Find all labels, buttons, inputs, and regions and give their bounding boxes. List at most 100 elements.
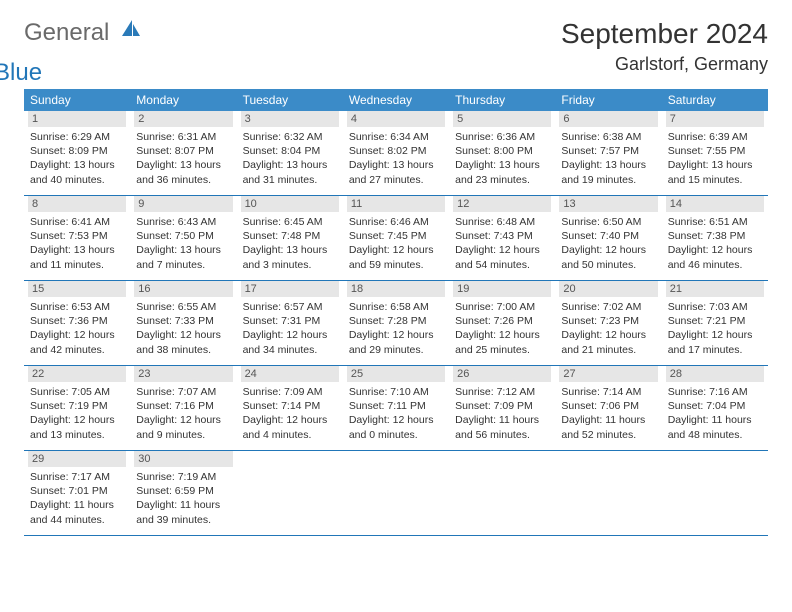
- day-number: 8: [28, 196, 126, 212]
- day-header: Saturday: [662, 89, 768, 111]
- day-header-row: SundayMondayTuesdayWednesdayThursdayFrid…: [24, 89, 768, 111]
- day-header: Wednesday: [343, 89, 449, 111]
- location-label: Garlstorf, Germany: [561, 54, 768, 75]
- sunrise-text: Sunrise: 6:53 AM: [30, 300, 124, 314]
- day-details: Sunrise: 6:57 AMSunset: 7:31 PMDaylight:…: [241, 300, 339, 357]
- day-number: 1: [28, 111, 126, 127]
- day-number: 2: [134, 111, 232, 127]
- empty-cell: [237, 451, 343, 535]
- day-cell: 25Sunrise: 7:10 AMSunset: 7:11 PMDayligh…: [343, 366, 449, 450]
- sunset-text: Sunset: 7:53 PM: [30, 229, 124, 243]
- sunset-text: Sunset: 8:09 PM: [30, 144, 124, 158]
- day-details: Sunrise: 7:14 AMSunset: 7:06 PMDaylight:…: [559, 385, 657, 442]
- day-details: Sunrise: 7:07 AMSunset: 7:16 PMDaylight:…: [134, 385, 232, 442]
- daylight-text: Daylight: 13 hours and 19 minutes.: [561, 158, 655, 186]
- sunrise-text: Sunrise: 7:19 AM: [136, 470, 230, 484]
- daylight-text: Daylight: 12 hours and 59 minutes.: [349, 243, 443, 271]
- day-cell: 15 Sunrise: 6:53 AMSunset: 7:36 PMDayligh…: [24, 281, 130, 365]
- day-details: Sunrise: 7:00 AMSunset: 7:26 PMDaylight:…: [453, 300, 551, 357]
- day-cell: 30Sunrise: 7:19 AMSunset: 6:59 PMDayligh…: [130, 451, 236, 535]
- week-row: 15Sunrise: 6:53 AMSunset: 7:36 PMDayligh…: [24, 281, 768, 366]
- daylight-text: Daylight: 11 hours and 44 minutes.: [30, 498, 124, 526]
- day-details: Sunrise: 6:43 AMSunset: 7:50 PMDaylight:…: [134, 215, 232, 272]
- daylight-text: Daylight: 12 hours and 21 minutes.: [561, 328, 655, 356]
- day-cell: 19Sunrise: 7:00 AMSunset: 7:26 PMDayligh…: [449, 281, 555, 365]
- day-details: Sunrise: 6:45 AMSunset: 7:48 PMDaylight:…: [241, 215, 339, 272]
- daylight-text: Daylight: 13 hours and 23 minutes.: [455, 158, 549, 186]
- sunrise-text: Sunrise: 6:46 AM: [349, 215, 443, 229]
- day-number: 21: [666, 281, 764, 297]
- day-cell: 4Sunrise: 6:34 AMSunset: 8:02 PMDaylight…: [343, 111, 449, 195]
- day-details: Sunrise: 6:50 AMSunset: 7:40 PMDaylight:…: [559, 215, 657, 272]
- day-cell: 17 Sunrise: 6:57 AMSunset: 7:31 PMDayligh…: [237, 281, 343, 365]
- header: General Blue September 2024 Garlstorf, G…: [0, 0, 792, 83]
- sunrise-text: Sunrise: 7:07 AM: [136, 385, 230, 399]
- week-row: 1Sunrise: 6:29 AMSunset: 8:09 PMDaylight…: [24, 111, 768, 196]
- sunset-text: Sunset: 8:04 PM: [243, 144, 337, 158]
- sunset-text: Sunset: 7:19 PM: [30, 399, 124, 413]
- sunset-text: Sunset: 7:50 PM: [136, 229, 230, 243]
- daylight-text: Daylight: 12 hours and 42 minutes.: [30, 328, 124, 356]
- day-cell: 6Sunrise: 6:38 AMSunset: 7:57 PMDaylight…: [555, 111, 661, 195]
- sunrise-text: Sunrise: 7:05 AM: [30, 385, 124, 399]
- day-number: 17: [241, 281, 339, 297]
- daylight-text: Daylight: 11 hours and 56 minutes.: [455, 413, 549, 441]
- sunrise-text: Sunrise: 7:03 AM: [668, 300, 762, 314]
- day-cell: 20Sunrise: 7:02 AMSunset: 7:23 PMDayligh…: [555, 281, 661, 365]
- day-details: Sunrise: 6:53 AMSunset: 7:36 PMDaylight:…: [28, 300, 126, 357]
- sunrise-text: Sunrise: 6:32 AM: [243, 130, 337, 144]
- sunset-text: Sunset: 7:11 PM: [349, 399, 443, 413]
- sunrise-text: Sunrise: 7:12 AM: [455, 385, 549, 399]
- day-cell: 28Sunrise: 7:16 AMSunset: 7:04 PMDayligh…: [662, 366, 768, 450]
- sunset-text: Sunset: 6:59 PM: [136, 484, 230, 498]
- sunrise-text: Sunrise: 6:57 AM: [243, 300, 337, 314]
- day-number: 24: [241, 366, 339, 382]
- daylight-text: Daylight: 12 hours and 13 minutes.: [30, 413, 124, 441]
- logo: General Blue: [24, 18, 142, 75]
- day-cell: 26Sunrise: 7:12 AMSunset: 7:09 PMDayligh…: [449, 366, 555, 450]
- day-details: Sunrise: 7:03 AMSunset: 7:21 PMDaylight:…: [666, 300, 764, 357]
- daylight-text: Daylight: 11 hours and 39 minutes.: [136, 498, 230, 526]
- daylight-text: Daylight: 13 hours and 27 minutes.: [349, 158, 443, 186]
- day-number: 12: [453, 196, 551, 212]
- sunset-text: Sunset: 7:57 PM: [561, 144, 655, 158]
- sunrise-text: Sunrise: 7:10 AM: [349, 385, 443, 399]
- day-cell: 29Sunrise: 7:17 AMSunset: 7:01 PMDayligh…: [24, 451, 130, 535]
- sunrise-text: Sunrise: 6:36 AM: [455, 130, 549, 144]
- page-title: September 2024: [561, 18, 768, 50]
- day-number: 20: [559, 281, 657, 297]
- sunrise-text: Sunrise: 6:43 AM: [136, 215, 230, 229]
- day-cell: 22Sunrise: 7:05 AMSunset: 7:19 PMDayligh…: [24, 366, 130, 450]
- day-cell: 7Sunrise: 6:39 AMSunset: 7:55 PMDaylight…: [662, 111, 768, 195]
- day-number: 6: [559, 111, 657, 127]
- day-cell: 3Sunrise: 6:32 AMSunset: 8:04 PMDaylight…: [237, 111, 343, 195]
- day-details: Sunrise: 7:17 AMSunset: 7:01 PMDaylight:…: [28, 470, 126, 527]
- week-row: 29Sunrise: 7:17 AMSunset: 7:01 PMDayligh…: [24, 451, 768, 536]
- sunset-text: Sunset: 7:04 PM: [668, 399, 762, 413]
- sunset-text: Sunset: 7:36 PM: [30, 314, 124, 328]
- sunset-text: Sunset: 8:07 PM: [136, 144, 230, 158]
- day-details: Sunrise: 6:36 AMSunset: 8:00 PMDaylight:…: [453, 130, 551, 187]
- sunset-text: Sunset: 7:48 PM: [243, 229, 337, 243]
- daylight-text: Daylight: 12 hours and 29 minutes.: [349, 328, 443, 356]
- daylight-text: Daylight: 12 hours and 4 minutes.: [243, 413, 337, 441]
- sunrise-text: Sunrise: 6:45 AM: [243, 215, 337, 229]
- empty-cell: [662, 451, 768, 535]
- sunrise-text: Sunrise: 6:48 AM: [455, 215, 549, 229]
- sunset-text: Sunset: 7:28 PM: [349, 314, 443, 328]
- sunset-text: Sunset: 7:14 PM: [243, 399, 337, 413]
- day-details: Sunrise: 7:09 AMSunset: 7:14 PMDaylight:…: [241, 385, 339, 442]
- sunset-text: Sunset: 8:02 PM: [349, 144, 443, 158]
- day-details: Sunrise: 6:32 AMSunset: 8:04 PMDaylight:…: [241, 130, 339, 187]
- day-number: 15: [28, 281, 126, 297]
- day-cell: 2Sunrise: 6:31 AMSunset: 8:07 PMDaylight…: [130, 111, 236, 195]
- sunrise-text: Sunrise: 6:55 AM: [136, 300, 230, 314]
- sunset-text: Sunset: 7:09 PM: [455, 399, 549, 413]
- sunrise-text: Sunrise: 7:16 AM: [668, 385, 762, 399]
- day-cell: 9Sunrise: 6:43 AMSunset: 7:50 PMDaylight…: [130, 196, 236, 280]
- day-number: 28: [666, 366, 764, 382]
- sunset-text: Sunset: 7:55 PM: [668, 144, 762, 158]
- sunrise-text: Sunrise: 6:41 AM: [30, 215, 124, 229]
- sunset-text: Sunset: 7:21 PM: [668, 314, 762, 328]
- day-details: Sunrise: 6:39 AMSunset: 7:55 PMDaylight:…: [666, 130, 764, 187]
